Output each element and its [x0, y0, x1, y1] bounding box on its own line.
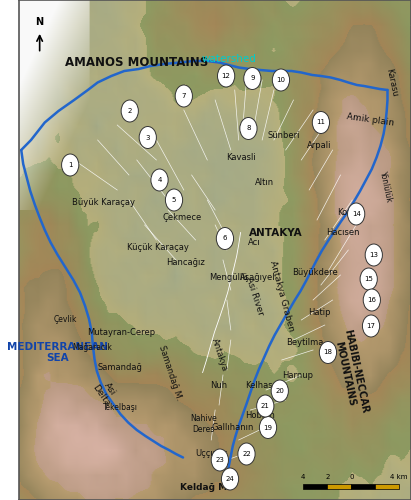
Text: 22: 22: [242, 451, 251, 457]
Circle shape: [211, 449, 229, 471]
Circle shape: [259, 416, 277, 438]
Text: 19: 19: [263, 424, 272, 430]
FancyBboxPatch shape: [327, 484, 351, 489]
Text: 6: 6: [223, 236, 227, 242]
Text: Nuh: Nuh: [210, 382, 228, 390]
Text: Çekmece: Çekmece: [162, 213, 201, 222]
Text: Arpali: Arpali: [307, 140, 331, 149]
Text: Keldağ M.: Keldağ M.: [180, 483, 231, 492]
Text: Uççınar: Uççınar: [195, 449, 227, 458]
FancyBboxPatch shape: [303, 484, 327, 489]
Text: Hancağız: Hancağız: [166, 258, 205, 267]
Text: Antakya: Antakya: [210, 338, 229, 372]
Text: MEDITERRANEAN
SEA: MEDITERRANEAN SEA: [7, 342, 108, 363]
Text: 10: 10: [277, 77, 286, 83]
Text: 17: 17: [367, 323, 376, 329]
Circle shape: [217, 65, 235, 87]
Circle shape: [272, 69, 290, 91]
Circle shape: [363, 315, 380, 337]
Text: Acı: Acı: [248, 238, 261, 247]
Text: Çevlik: Çevlik: [54, 314, 77, 324]
Circle shape: [238, 443, 255, 465]
Text: Hacısen: Hacısen: [326, 228, 359, 237]
Text: Nahive
Deres: Nahive Deres: [190, 414, 217, 434]
Circle shape: [240, 118, 257, 140]
Text: 4: 4: [157, 177, 162, 183]
Text: Altın: Altın: [254, 178, 274, 187]
Circle shape: [121, 100, 139, 122]
Text: ANTAKYA: ANTAKYA: [249, 228, 302, 237]
Text: Hatip: Hatip: [308, 308, 330, 317]
Circle shape: [312, 112, 330, 134]
Circle shape: [256, 395, 274, 417]
Text: Asi
Delta: Asi Delta: [90, 377, 120, 408]
Text: 2: 2: [127, 108, 132, 114]
Text: 12: 12: [222, 73, 231, 79]
Text: Harnup: Harnup: [282, 372, 313, 380]
Text: 4 km: 4 km: [390, 474, 408, 480]
Circle shape: [365, 244, 382, 266]
Text: Hoblen: Hoblen: [245, 412, 275, 420]
Text: 20: 20: [275, 388, 284, 394]
Circle shape: [165, 189, 182, 211]
Text: N: N: [36, 17, 44, 27]
Circle shape: [62, 154, 79, 176]
Text: 1: 1: [68, 162, 72, 168]
Text: 11: 11: [316, 120, 326, 126]
Text: Mutayran-Cerep: Mutayran-Cerep: [87, 328, 155, 337]
Text: 8: 8: [246, 126, 251, 132]
Text: Samandağ: Samandağ: [98, 363, 143, 372]
FancyBboxPatch shape: [351, 484, 375, 489]
Text: Kelhasan: Kelhasan: [245, 382, 283, 390]
Text: watershed: watershed: [201, 54, 256, 64]
Text: 16: 16: [367, 297, 376, 303]
Text: Amik plain: Amik plain: [346, 112, 394, 128]
Text: Tekelbaşı: Tekelbaşı: [103, 403, 138, 412]
Text: Mağaracık: Mağaracık: [72, 343, 112, 352]
Text: 2: 2: [325, 474, 330, 480]
Circle shape: [139, 126, 156, 148]
Circle shape: [360, 268, 377, 290]
Text: Mengüllü: Mengüllü: [210, 273, 248, 282]
FancyBboxPatch shape: [375, 484, 399, 489]
Circle shape: [244, 68, 261, 90]
Text: Kavasli: Kavasli: [226, 153, 256, 162]
Text: Küçük Karaçay: Küçük Karaçay: [127, 243, 189, 252]
Text: Büyük Karaçay: Büyük Karaçay: [72, 198, 135, 207]
Text: 24: 24: [226, 476, 234, 482]
Circle shape: [348, 203, 365, 225]
Text: Koyun: Koyun: [337, 208, 363, 217]
Text: Sünberi: Sünberi: [268, 130, 300, 140]
Circle shape: [319, 342, 337, 363]
Text: 21: 21: [261, 403, 270, 409]
Text: 14: 14: [352, 211, 360, 217]
Text: Yönlülük: Yönlülük: [378, 171, 393, 204]
Text: 23: 23: [215, 457, 224, 463]
Text: 3: 3: [145, 134, 150, 140]
Text: 18: 18: [323, 350, 332, 356]
Text: Aşağıyel: Aşağıyel: [240, 273, 276, 282]
Text: Samandağ M.: Samandağ M.: [157, 344, 183, 401]
Circle shape: [175, 85, 192, 107]
Text: Antakya Graben: Antakya Graben: [268, 260, 296, 332]
Text: Gallıhanın: Gallıhanın: [212, 423, 254, 432]
Circle shape: [216, 228, 233, 250]
Text: 4: 4: [301, 474, 305, 480]
Circle shape: [222, 468, 239, 490]
Text: 13: 13: [369, 252, 378, 258]
Text: 5: 5: [172, 197, 176, 203]
Text: 9: 9: [250, 76, 254, 82]
Text: HABIBI-NECCAR
MOUNTAINS: HABIBI-NECCAR MOUNTAINS: [331, 328, 370, 416]
Circle shape: [271, 380, 289, 402]
Text: Beytilma: Beytilma: [286, 338, 324, 347]
Text: 15: 15: [364, 276, 373, 282]
Circle shape: [363, 289, 381, 311]
Circle shape: [151, 169, 168, 191]
Text: Karasu: Karasu: [384, 68, 399, 98]
Text: 7: 7: [182, 93, 186, 99]
Text: 0: 0: [349, 474, 353, 480]
Text: Büyükdere: Büyükdere: [292, 268, 338, 277]
Text: Asi River: Asi River: [244, 276, 265, 316]
Text: AMANOS MOUNTAINS: AMANOS MOUNTAINS: [65, 56, 208, 69]
